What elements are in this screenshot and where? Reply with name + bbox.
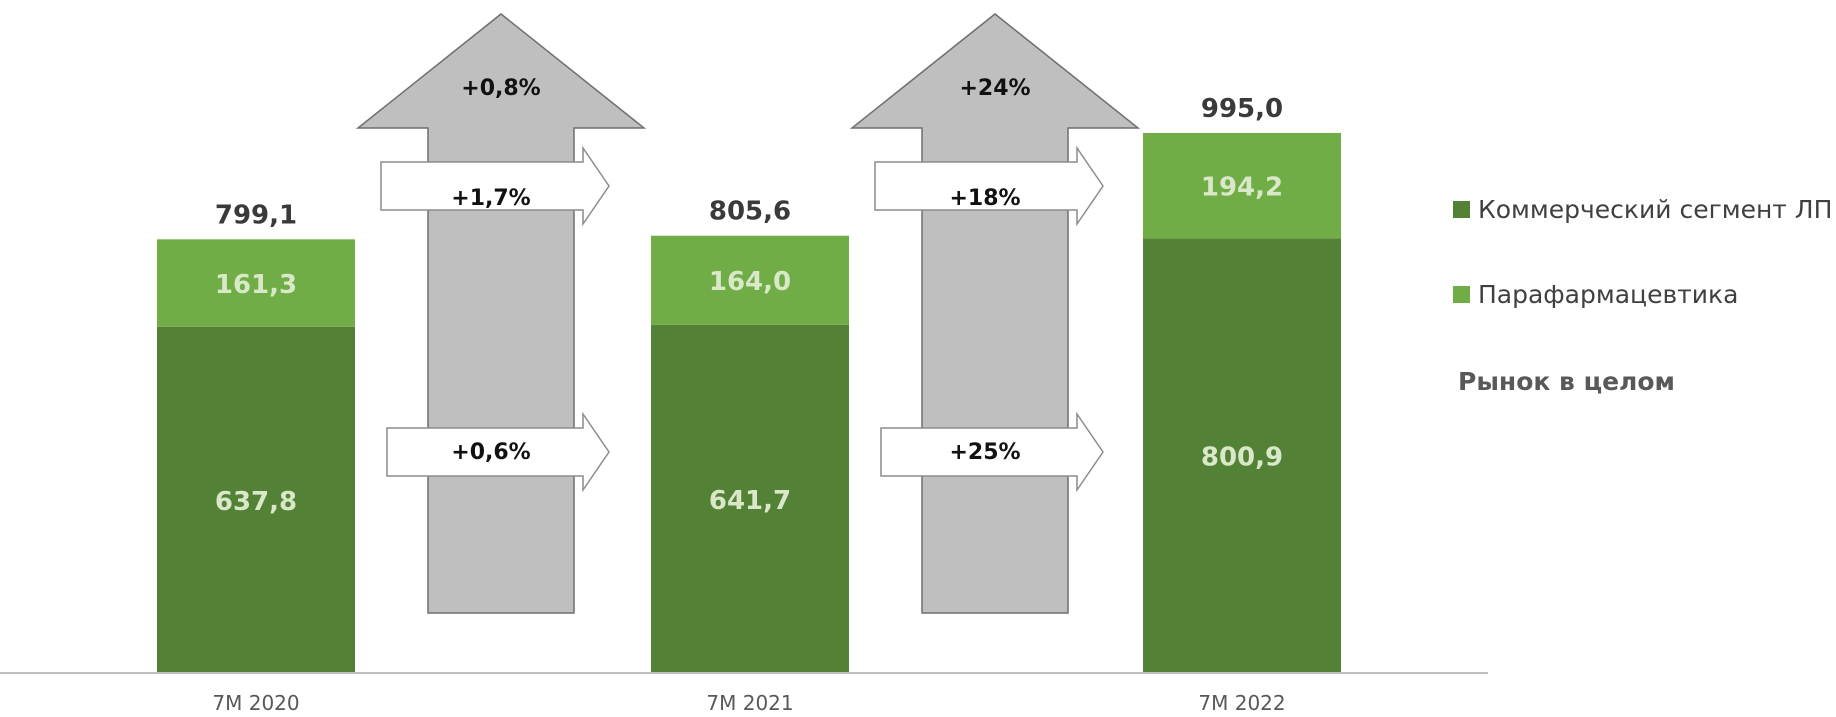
legend-swatch-parapharma bbox=[1453, 286, 1470, 303]
commercial-growth-label: +25% bbox=[949, 440, 1020, 465]
big-growth-arrow bbox=[849, 13, 1141, 614]
value-label-commercial: 637,8 bbox=[215, 487, 297, 517]
legend-label-commercial: Коммерческий сегмент ЛП bbox=[1478, 195, 1832, 224]
legend-swatch-commercial bbox=[1453, 201, 1470, 218]
parapharma-growth-label: +18% bbox=[949, 186, 1020, 211]
value-label-parapharma: 164,0 bbox=[709, 267, 791, 297]
value-label-parapharma: 194,2 bbox=[1201, 173, 1283, 203]
legend-label-parapharma: Парафармацевтика bbox=[1478, 280, 1738, 309]
total-value-label: 799,1 bbox=[215, 200, 297, 230]
growth-arrows-layer: +0,8% +1,7% +0,6% +24% +18% +25% bbox=[355, 13, 1141, 614]
category-label: 7M 2020 bbox=[212, 691, 299, 715]
total-value-label: 995,0 bbox=[1201, 94, 1283, 124]
parapharma-growth-arrow bbox=[380, 145, 610, 227]
legend-label-market-total: Рынок в целом bbox=[1458, 367, 1675, 396]
value-label-commercial: 641,7 bbox=[709, 486, 791, 516]
parapharma-growth-label: +1,7% bbox=[451, 186, 530, 211]
bar-parapharma bbox=[157, 239, 355, 327]
commercial-growth-arrow bbox=[386, 411, 610, 493]
total-growth-label: +0,8% bbox=[461, 76, 540, 101]
category-label: 7M 2022 bbox=[1198, 691, 1285, 715]
bar-parapharma bbox=[1143, 132, 1341, 239]
bar-commercial bbox=[651, 324, 849, 673]
bars-layer bbox=[157, 132, 1341, 673]
big-growth-arrow bbox=[355, 13, 647, 614]
labels-layer: 637,8 161,3 799,1 7M 2020 641,7 164,0 805,6 7M … bbox=[212, 94, 1285, 715]
parapharma-growth-arrow bbox=[874, 145, 1104, 227]
commercial-growth-arrow bbox=[880, 411, 1104, 493]
legend: Коммерческий сегмент ЛП Парафармацевтика… bbox=[1453, 195, 1832, 396]
total-value-label: 805,6 bbox=[709, 197, 791, 227]
bar-commercial bbox=[157, 326, 355, 673]
bar-commercial bbox=[1143, 238, 1341, 673]
bar-parapharma bbox=[651, 235, 849, 325]
value-label-commercial: 800,9 bbox=[1201, 443, 1283, 473]
commercial-growth-label: +0,6% bbox=[451, 440, 530, 465]
value-label-parapharma: 161,3 bbox=[215, 270, 297, 300]
total-growth-label: +24% bbox=[959, 76, 1030, 101]
category-label: 7M 2021 bbox=[706, 691, 793, 715]
